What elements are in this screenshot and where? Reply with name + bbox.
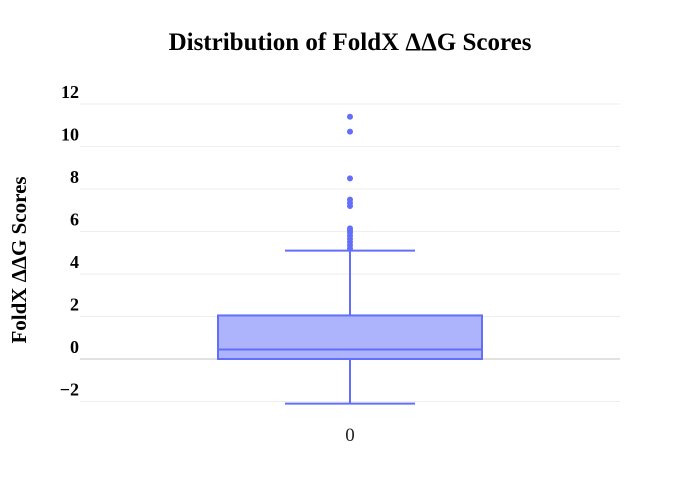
outlier-point — [347, 225, 353, 232]
outlier-point — [347, 128, 353, 135]
outlier-point — [347, 196, 353, 203]
chart-title: Distribution of FoldX ΔΔG Scores — [169, 29, 532, 56]
box-series — [217, 113, 483, 405]
y-tick-label: 2 — [70, 295, 79, 315]
y-tick-label: 8 — [70, 167, 79, 187]
y-tick-label: −2 — [60, 380, 79, 400]
y-axis-ticks: −2 0 2 4 6 8 10 12 — [60, 82, 79, 400]
x-axis-ticks: 0 — [345, 425, 355, 446]
y-tick-label: 0 — [70, 337, 79, 357]
outlier-point — [347, 113, 353, 120]
y-tick-label: 10 — [61, 125, 79, 145]
y-tick-label: 4 — [70, 252, 79, 272]
y-tick-label: 12 — [61, 82, 79, 102]
box-iqr — [217, 314, 483, 360]
y-axis-title: FoldX ΔΔG Scores — [7, 176, 31, 343]
outlier-point — [347, 175, 353, 182]
y-tick-label: 6 — [70, 210, 79, 230]
x-tick-label: 0 — [345, 425, 355, 446]
